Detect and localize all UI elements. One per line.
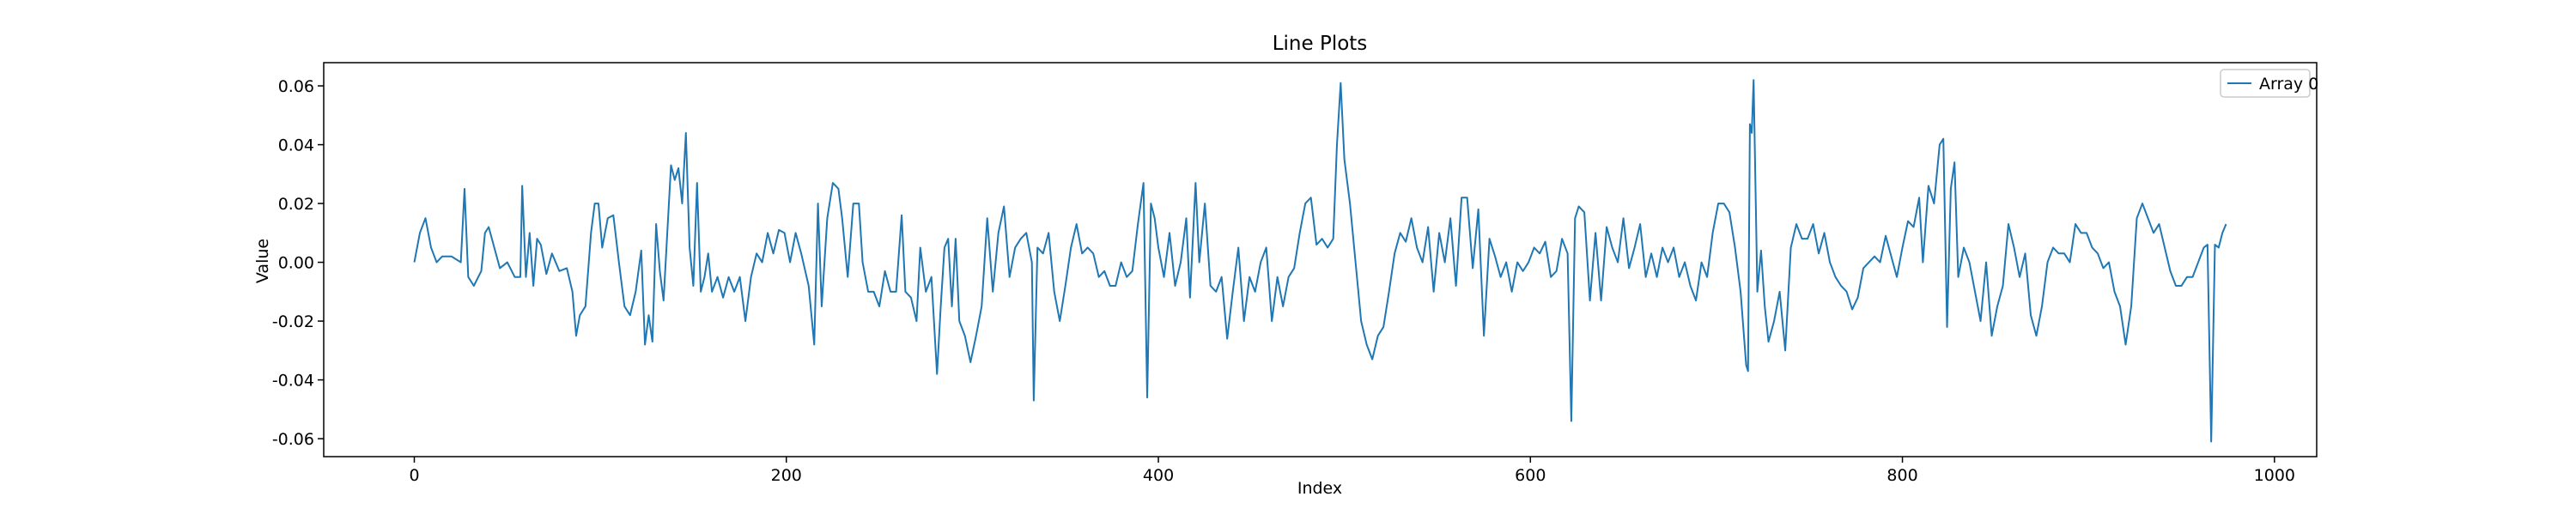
y-tick-label: 0.00 (278, 254, 314, 273)
y-tick-label: 0.06 (278, 77, 314, 96)
data-line (413, 79, 2227, 443)
x-axis-label: Index (1297, 479, 1342, 498)
legend-box (2220, 69, 2311, 98)
x-tick-label: 1000 (2254, 466, 2295, 485)
x-tick-label: 400 (1143, 466, 1174, 485)
y-tick-label: -0.02 (272, 312, 314, 331)
legend: Array 0 (2220, 69, 2318, 98)
y-tick-label: -0.04 (272, 372, 314, 391)
x-tick-label: 800 (1886, 466, 1917, 485)
axes-frame (323, 62, 2318, 457)
y-axis-label: Value (253, 239, 272, 283)
x-tick-label: 200 (771, 466, 802, 485)
y-tick-label: -0.06 (272, 430, 314, 449)
y-tick-label: 0.02 (278, 195, 314, 214)
x-tick-label: 0 (409, 466, 419, 485)
x-tick-label: 600 (1515, 466, 1546, 485)
y-tick-label: 0.04 (278, 136, 314, 155)
legend-label: Array 0 (2259, 75, 2318, 94)
chart-title: Line Plots (1273, 33, 1368, 55)
